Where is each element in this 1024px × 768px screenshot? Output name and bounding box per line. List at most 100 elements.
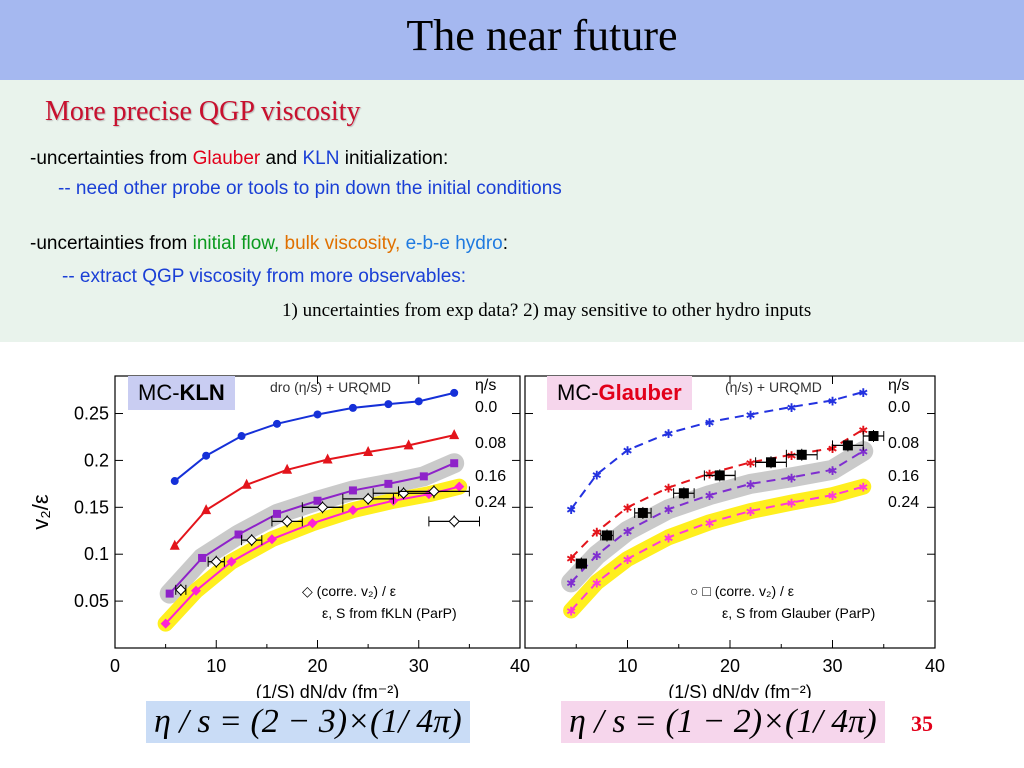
data-point: ✱ <box>566 604 576 618</box>
legend-data: ◇ (corre. v₂) / ε <box>302 583 396 599</box>
data-point <box>419 472 428 481</box>
data-point <box>170 477 179 486</box>
data-marker <box>637 507 648 518</box>
data-point <box>273 419 281 428</box>
data-point: ✱ <box>745 478 755 492</box>
sub-bullet-initial-conditions: -- need other probe or tools to pin down… <box>58 178 562 199</box>
data-point: ✱ <box>786 497 796 511</box>
kln-plot: 0 10 20 30 40 0.05 0.1 0.15 0.2 0.25 (1/S) dN/dy (… <box>28 375 525 698</box>
bullet-other-uncertainties: -uncertainties from initial flow, bulk v… <box>30 233 508 255</box>
data-point: ✱ <box>745 505 755 519</box>
initial-flow-text: initial flow, <box>192 233 280 254</box>
data-point <box>347 505 358 516</box>
bullet-suffix: initialization: <box>339 148 449 169</box>
data-marker <box>175 584 187 596</box>
data-point: ✱ <box>786 449 796 463</box>
data-marker <box>576 558 587 569</box>
data-point <box>449 429 460 440</box>
data-marker <box>868 431 879 442</box>
eta-label: η/s <box>475 377 496 394</box>
series-line-0.08 <box>570 428 864 559</box>
data-point <box>165 589 174 598</box>
data-point <box>348 403 357 412</box>
eta-value-2: 0.16 <box>888 468 919 485</box>
data-marker <box>281 515 293 528</box>
data-point <box>282 463 293 474</box>
eta-value-1: 0.08 <box>888 435 919 452</box>
data-point: ✱ <box>663 503 673 517</box>
note-text: 1) uncertainties from exp data? 2) may s… <box>282 300 812 321</box>
mc-glauber-badge: MC-Glauber <box>547 376 692 410</box>
eta-value-3: 0.24 <box>475 494 506 511</box>
bullet-text: -uncertainties from <box>30 148 193 169</box>
series-line-0.24 <box>570 485 864 612</box>
kln-viscosity-formula: η / s = (2 − 3)×(1/ 4π) <box>146 701 470 743</box>
y-tick-label: 0.05 <box>74 591 109 611</box>
badge-prefix: MC- <box>557 380 599 405</box>
data-point <box>307 518 318 529</box>
eta-label: η/s <box>888 377 909 394</box>
x-axis-label: (1/S) dN/dy (fm⁻²) <box>668 682 812 698</box>
data-point <box>169 539 180 550</box>
data-marker <box>428 485 440 498</box>
data-point <box>202 451 211 460</box>
data-marker <box>316 501 329 514</box>
legend-data: ○ □ (corre. v₂) / ε <box>690 583 794 599</box>
data-point <box>226 556 237 567</box>
data-point: ✱ <box>622 501 632 515</box>
content-panel <box>0 80 1024 342</box>
data-point <box>273 509 281 518</box>
data-point: ✱ <box>663 482 673 496</box>
data-point <box>201 504 212 515</box>
x-tick-label: 30 <box>409 656 429 676</box>
data-point: ✱ <box>704 468 714 482</box>
data-point: ✱ <box>858 386 868 400</box>
data-point <box>313 410 322 419</box>
y-tick-label: 0.15 <box>74 497 109 517</box>
series-line-0.08 <box>173 434 455 547</box>
data-point: ✱ <box>786 401 796 415</box>
x-tick-label: 30 <box>822 656 842 676</box>
eta-value-1: 0.08 <box>475 435 506 452</box>
eta-value-2: 0.16 <box>475 468 506 485</box>
eta-value-0: 0.0 <box>475 399 497 416</box>
data-point <box>198 553 207 562</box>
data-point <box>241 478 252 489</box>
bullet-suffix: : <box>502 233 509 254</box>
y-axis-label: v₂/ε <box>28 494 53 530</box>
data-point: ✱ <box>704 416 714 430</box>
data-point: ✱ <box>827 464 837 478</box>
sub-bullet-observables: -- extract QGP viscosity from more obser… <box>62 266 467 287</box>
x-tick-label: 40 <box>510 656 525 676</box>
kln-text: KLN <box>302 148 340 169</box>
badge-prefix: MC- <box>138 380 180 405</box>
slide-subtitle: More precise QGP viscosity <box>45 96 361 127</box>
data-point: ✱ <box>827 394 837 408</box>
data-marker <box>678 488 689 499</box>
data-point: ✱ <box>704 489 714 503</box>
glauber-text: Glauber <box>192 148 261 169</box>
data-marker <box>766 457 776 468</box>
y-tick-label: 0.1 <box>84 544 109 564</box>
slide-title: The near future <box>406 11 678 60</box>
data-point: ✱ <box>704 516 714 530</box>
data-marker <box>245 534 258 546</box>
legend-source: ε, S from Glauber (ParP) <box>722 605 875 621</box>
data-point <box>363 445 374 456</box>
data-point <box>160 618 171 629</box>
data-point <box>313 496 322 505</box>
data-point: ✱ <box>592 549 602 563</box>
data-point: ✱ <box>566 552 576 566</box>
data-marker <box>602 530 612 541</box>
x-tick-label: 20 <box>720 656 740 676</box>
data-point: ✱ <box>566 576 576 590</box>
data-point: ✱ <box>745 456 755 470</box>
data-marker <box>448 515 460 528</box>
data-point: ✱ <box>663 427 673 441</box>
data-point <box>384 479 393 488</box>
data-point <box>454 481 465 492</box>
data-point <box>403 439 414 450</box>
x-axis-label: (1/S) dN/dy (fm⁻²) <box>256 682 400 698</box>
data-marker <box>842 440 853 451</box>
y-tick-label: 0.2 <box>84 450 109 470</box>
